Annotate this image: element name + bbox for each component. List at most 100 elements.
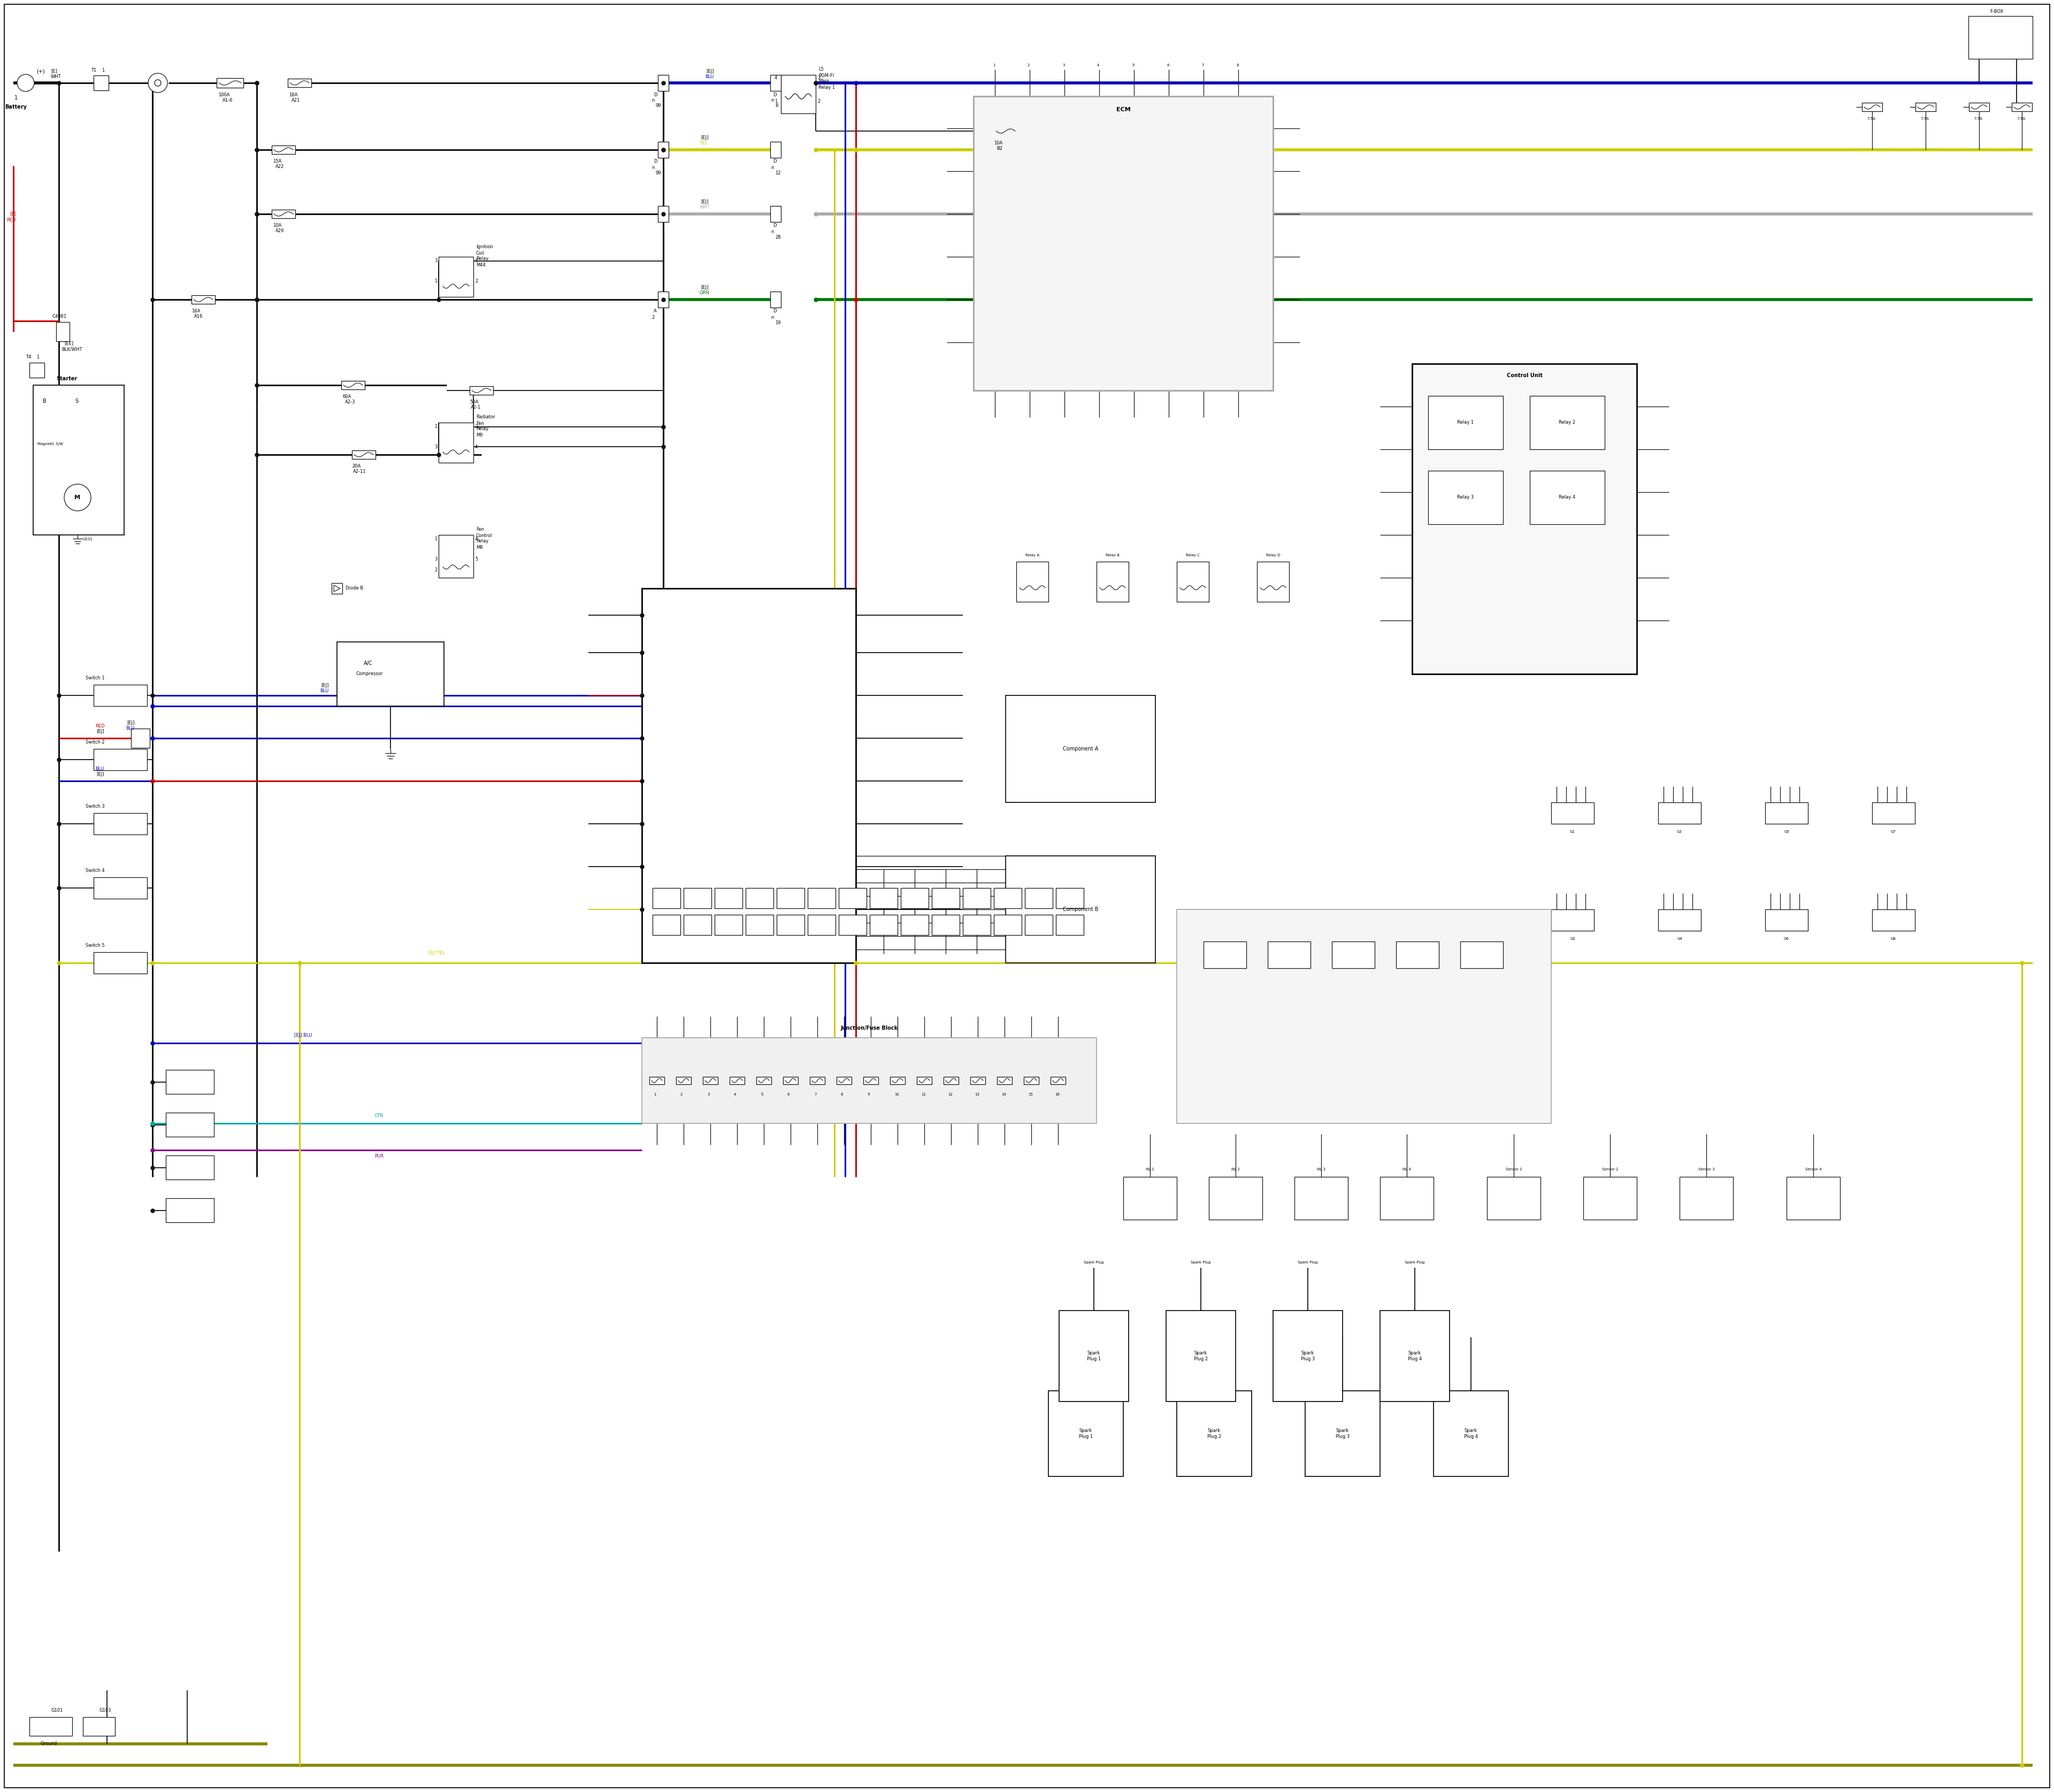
Text: [E]: [E] [10, 211, 16, 217]
Text: 2: 2 [817, 99, 820, 104]
Text: [EJ] YEL: [EJ] YEL [427, 952, 446, 955]
Bar [1056, 914, 1085, 935]
Text: Diode B: Diode B [345, 586, 364, 591]
Text: 4: 4 [474, 258, 479, 263]
Bar [2011, 102, 2031, 111]
Bar [783, 1077, 799, 1084]
Bar [1413, 364, 1637, 674]
Text: Spark
Plug 4: Spark Plug 4 [1407, 1351, 1421, 1362]
Bar [1380, 1177, 1434, 1220]
Bar [131, 729, 150, 747]
Bar [1551, 909, 1594, 930]
Bar [1434, 1391, 1508, 1477]
Text: G103: G103 [99, 1708, 111, 1713]
Text: Fan: Fan [477, 421, 485, 425]
Text: [EJ] BLU: [EJ] BLU [294, 1032, 312, 1038]
Bar [1331, 941, 1374, 968]
Text: 2: 2 [651, 315, 655, 319]
Text: 20A: 20A [351, 464, 362, 470]
Text: [EJ]: [EJ] [97, 729, 105, 735]
Bar [82, 1717, 115, 1736]
Bar [1530, 471, 1604, 525]
Text: G4: G4 [1676, 937, 1682, 941]
Text: 1: 1 [774, 99, 776, 104]
Bar [1658, 909, 1701, 930]
Text: D: D [772, 91, 776, 97]
Bar [657, 206, 670, 222]
Bar [166, 1113, 214, 1136]
Text: Spark
Plug 3: Spark Plug 3 [1300, 1351, 1315, 1362]
Bar [969, 1077, 986, 1084]
Bar [974, 97, 1273, 391]
Bar [994, 127, 1017, 136]
Bar [776, 914, 805, 935]
Bar [684, 889, 711, 909]
Bar [94, 878, 148, 898]
Bar [1680, 1177, 1734, 1220]
Text: n: n [770, 99, 774, 102]
Bar [351, 450, 376, 459]
Text: Switch 2: Switch 2 [86, 740, 105, 745]
Text: BLU: BLU [320, 688, 329, 694]
Bar [657, 292, 670, 308]
Bar [902, 914, 928, 935]
Text: Spark
Plug 3: Spark Plug 3 [1335, 1428, 1349, 1439]
Text: F-BOX: F-BOX [1990, 9, 2003, 14]
Bar [729, 1077, 744, 1084]
Text: 1: 1 [433, 538, 438, 541]
Text: Relay B: Relay B [1105, 554, 1119, 557]
Bar [440, 423, 472, 462]
Text: B2: B2 [996, 145, 1002, 151]
Text: INJ 4: INJ 4 [1403, 1168, 1411, 1170]
Bar [916, 1077, 933, 1084]
Bar [94, 814, 148, 835]
Bar [963, 889, 990, 909]
Text: 3: 3 [433, 444, 438, 450]
Text: 15A: 15A [273, 159, 281, 163]
Bar [1273, 1310, 1343, 1401]
Bar [1177, 561, 1210, 602]
Text: 10A: 10A [273, 224, 281, 228]
Text: INJ 1: INJ 1 [1146, 1168, 1154, 1170]
Bar [1056, 889, 1085, 909]
Text: Relay 1: Relay 1 [817, 84, 836, 90]
Bar [781, 75, 815, 113]
Bar [641, 1038, 1097, 1124]
Text: [EJ]: [EJ] [127, 720, 134, 726]
Text: 1: 1 [64, 314, 66, 319]
Text: 12: 12 [947, 1093, 953, 1097]
Text: Ground: Ground [41, 1742, 58, 1745]
Text: n: n [651, 165, 655, 170]
Text: Spark Plug: Spark Plug [1405, 1262, 1425, 1263]
Text: A/C: A/C [364, 661, 372, 667]
Bar [94, 952, 148, 973]
Bar [216, 79, 242, 88]
Bar [337, 642, 444, 706]
Bar [94, 75, 109, 90]
Text: 3: 3 [433, 557, 438, 561]
Bar [55, 323, 70, 340]
Text: Spark Plug: Spark Plug [1085, 1262, 1103, 1263]
Text: G1: G1 [1569, 830, 1575, 833]
Bar [29, 362, 45, 378]
Text: [EJ]: [EJ] [97, 772, 105, 778]
Bar [331, 582, 343, 593]
Text: 4: 4 [733, 1093, 735, 1097]
Text: YEL: YEL [700, 142, 707, 145]
Text: Radiator: Radiator [477, 414, 495, 419]
Text: 1: 1 [14, 95, 18, 100]
Text: 16: 16 [1056, 1093, 1060, 1097]
Text: 1: 1 [433, 425, 438, 430]
Bar [271, 145, 296, 154]
Bar [933, 889, 959, 909]
Bar [684, 914, 711, 935]
Text: Relay: Relay [477, 539, 489, 543]
Text: A2-1: A2-1 [470, 405, 481, 410]
Text: D: D [772, 224, 776, 228]
Text: A1-6: A1-6 [222, 97, 232, 102]
Bar [746, 914, 774, 935]
Bar [641, 588, 857, 962]
Text: 100A: 100A [218, 91, 230, 97]
Bar [470, 387, 493, 394]
Text: T4: T4 [25, 355, 31, 360]
